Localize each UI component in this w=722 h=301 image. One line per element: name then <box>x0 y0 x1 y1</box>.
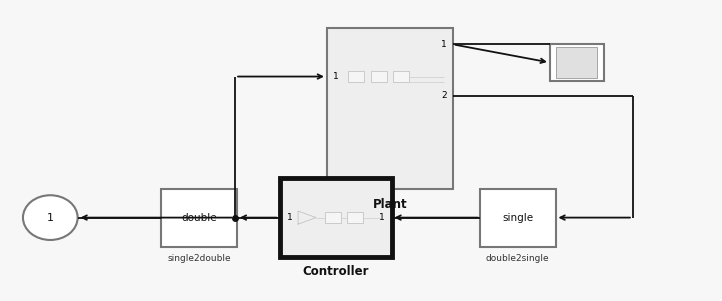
Text: double2single: double2single <box>486 254 549 263</box>
FancyBboxPatch shape <box>480 188 555 247</box>
Text: 1: 1 <box>333 72 339 81</box>
Text: Plant: Plant <box>373 198 407 211</box>
FancyBboxPatch shape <box>280 178 391 257</box>
FancyBboxPatch shape <box>549 44 604 81</box>
Ellipse shape <box>23 195 78 240</box>
FancyBboxPatch shape <box>326 212 342 223</box>
FancyBboxPatch shape <box>349 71 364 82</box>
FancyBboxPatch shape <box>327 28 453 189</box>
Text: Controller: Controller <box>303 265 369 278</box>
Text: single: single <box>503 213 534 223</box>
Text: single2double: single2double <box>168 254 231 263</box>
Text: double: double <box>181 213 217 223</box>
FancyBboxPatch shape <box>347 212 362 223</box>
FancyBboxPatch shape <box>393 71 409 82</box>
Text: 1: 1 <box>47 213 54 223</box>
FancyBboxPatch shape <box>556 47 597 79</box>
FancyBboxPatch shape <box>371 71 387 82</box>
FancyBboxPatch shape <box>162 188 237 247</box>
Text: 1: 1 <box>441 40 447 49</box>
Text: 1: 1 <box>379 213 385 222</box>
Text: 1: 1 <box>287 213 292 222</box>
Text: 2: 2 <box>441 92 447 100</box>
